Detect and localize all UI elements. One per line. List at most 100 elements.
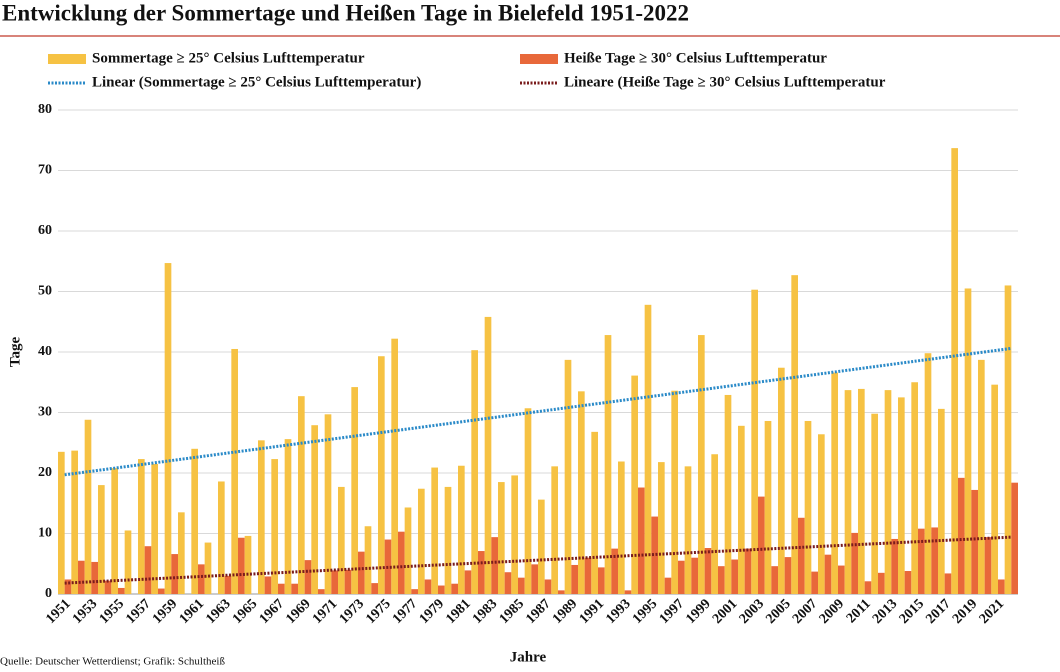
bar bbox=[858, 388, 865, 594]
bar bbox=[478, 551, 485, 594]
bar bbox=[404, 507, 412, 594]
bar bbox=[671, 390, 678, 594]
x-tick-label: 1995 bbox=[630, 596, 660, 626]
bar bbox=[424, 579, 432, 594]
bar bbox=[171, 554, 178, 594]
bar bbox=[324, 414, 332, 594]
bar bbox=[124, 530, 132, 594]
x-tick-label: 2015 bbox=[897, 596, 927, 626]
bar bbox=[64, 579, 72, 594]
bar bbox=[451, 583, 458, 594]
bar bbox=[498, 482, 505, 594]
bar bbox=[691, 557, 698, 594]
bar bbox=[264, 576, 272, 594]
bar bbox=[298, 396, 305, 594]
bar bbox=[378, 356, 385, 594]
bar bbox=[531, 564, 538, 594]
bar bbox=[791, 275, 798, 594]
x-tick-label: 1999 bbox=[683, 596, 713, 626]
y-tick-label: 60 bbox=[38, 223, 52, 238]
bar bbox=[291, 583, 298, 594]
x-tick-label: 1959 bbox=[150, 596, 180, 626]
x-tick-label: 1983 bbox=[470, 596, 500, 626]
x-tick-label: 1993 bbox=[603, 596, 633, 626]
bar bbox=[104, 580, 112, 594]
bar bbox=[818, 434, 825, 594]
bar bbox=[851, 532, 858, 594]
bar bbox=[358, 551, 365, 594]
bar bbox=[444, 486, 452, 594]
x-tick-label: 2011 bbox=[844, 596, 874, 626]
bar bbox=[231, 348, 238, 594]
bar bbox=[971, 489, 978, 594]
bar bbox=[98, 485, 105, 594]
bar bbox=[838, 565, 845, 594]
x-tick-label: 1967 bbox=[257, 596, 287, 626]
bar bbox=[624, 590, 632, 594]
bar bbox=[664, 577, 672, 594]
bar bbox=[744, 548, 752, 594]
x-tick-label: 1965 bbox=[230, 596, 260, 626]
bar bbox=[631, 375, 638, 594]
bar bbox=[398, 531, 405, 594]
y-tick-label: 70 bbox=[38, 163, 52, 178]
bar bbox=[491, 537, 498, 594]
chart-title: Entwicklung der Sommertage und Heißen Ta… bbox=[2, 0, 689, 25]
x-tick-label: 2003 bbox=[737, 596, 767, 626]
bar bbox=[724, 394, 732, 594]
bar bbox=[311, 425, 318, 594]
bar bbox=[991, 384, 998, 594]
bar bbox=[318, 589, 325, 594]
y-tick-label: 30 bbox=[38, 405, 52, 420]
bar bbox=[411, 589, 418, 594]
bar bbox=[224, 575, 232, 594]
bar bbox=[571, 564, 578, 594]
bar bbox=[458, 465, 465, 594]
y-tick-label: 80 bbox=[38, 102, 52, 117]
bar bbox=[278, 583, 285, 594]
bar bbox=[244, 535, 252, 594]
bar bbox=[878, 572, 885, 594]
legend-label: Linear (Sommertage ≥ 25° Celsius Lufttem… bbox=[92, 74, 421, 90]
bar bbox=[891, 538, 898, 594]
x-tick-label: 2017 bbox=[923, 596, 953, 626]
bar bbox=[438, 585, 445, 594]
bar bbox=[258, 440, 265, 594]
bar bbox=[958, 477, 965, 594]
x-tick-label: 2019 bbox=[950, 596, 980, 626]
bar bbox=[558, 590, 565, 594]
bar bbox=[578, 391, 585, 594]
x-axis-label: Jahre bbox=[510, 649, 547, 665]
x-tick-label: 2005 bbox=[763, 596, 793, 626]
bar bbox=[371, 583, 378, 594]
trend-line bbox=[64, 535, 1012, 585]
bar bbox=[638, 487, 645, 594]
bar bbox=[151, 463, 158, 594]
bar bbox=[938, 408, 945, 594]
bar bbox=[784, 557, 792, 594]
bar bbox=[218, 481, 225, 594]
bar bbox=[918, 528, 925, 594]
bar bbox=[164, 263, 172, 594]
y-tick-label: 0 bbox=[45, 586, 52, 601]
bar bbox=[778, 367, 785, 594]
x-tick-label: 1955 bbox=[97, 596, 127, 626]
bar bbox=[391, 338, 398, 594]
bar bbox=[1004, 285, 1012, 594]
bar bbox=[111, 468, 118, 594]
bar bbox=[304, 560, 312, 594]
bar bbox=[524, 408, 532, 594]
bar bbox=[718, 566, 725, 594]
bar bbox=[351, 387, 358, 594]
bar bbox=[871, 413, 878, 594]
bar bbox=[431, 467, 438, 594]
x-tick-label: 1957 bbox=[123, 596, 153, 626]
bar bbox=[804, 420, 812, 594]
bar bbox=[698, 335, 705, 594]
bar bbox=[544, 579, 552, 594]
bar bbox=[471, 350, 478, 594]
bar bbox=[771, 566, 778, 594]
trend-line bbox=[64, 346, 1012, 477]
bar bbox=[78, 560, 85, 594]
bar bbox=[711, 454, 718, 594]
